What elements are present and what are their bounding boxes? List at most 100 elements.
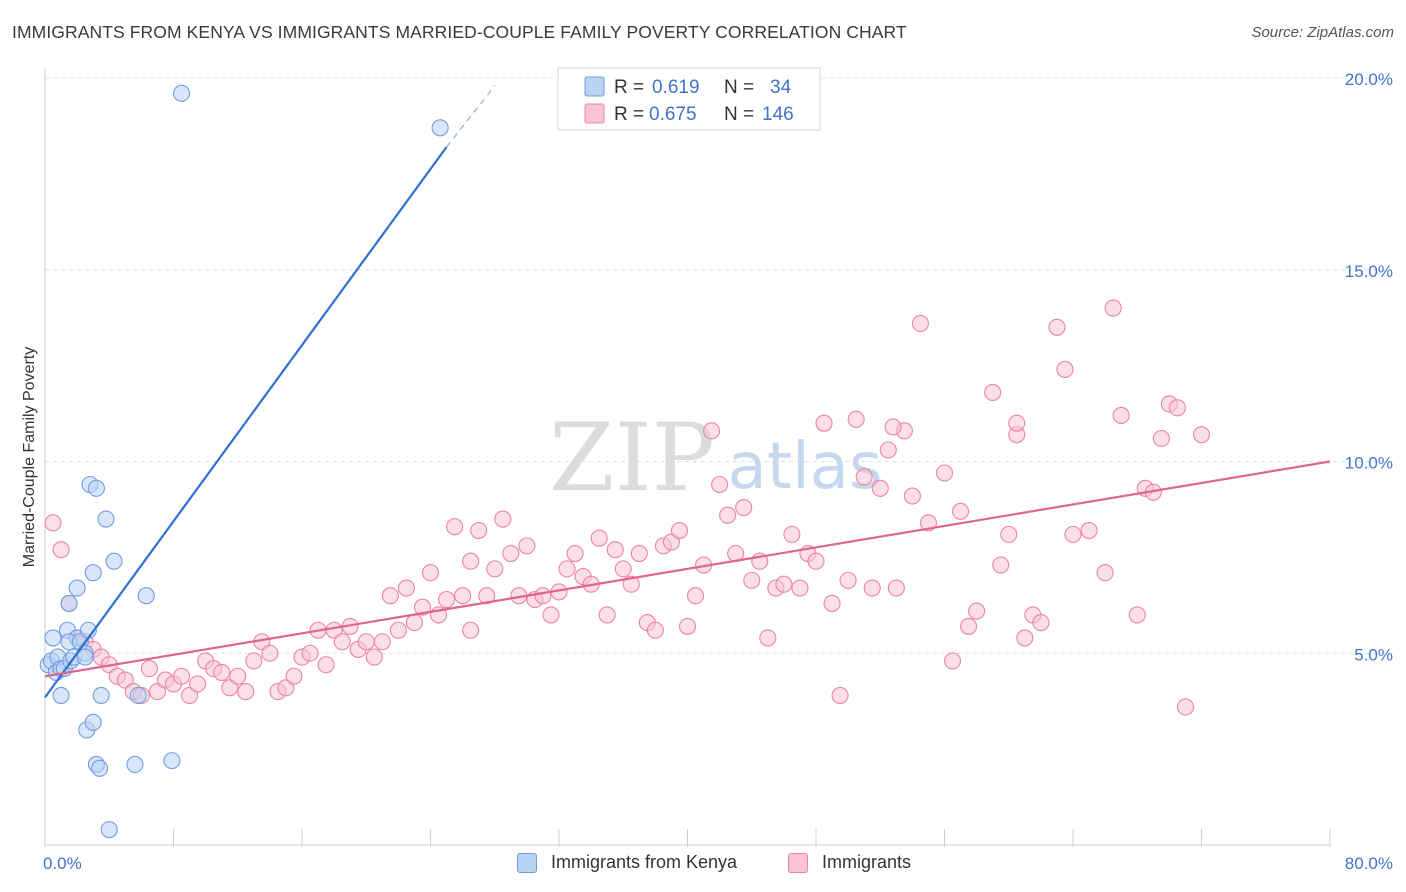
axes — [44, 68, 1331, 847]
point-immigrants — [478, 587, 496, 605]
watermark-atlas: atlas — [728, 430, 883, 504]
point-immigrants — [703, 422, 721, 440]
x-tick-label-min: 0.0% — [43, 854, 82, 873]
point-immigrants — [1128, 606, 1146, 624]
y-tick-label: 20.0% — [1345, 70, 1393, 89]
point-immigrants — [413, 598, 432, 616]
watermark-zip: ZIP — [549, 404, 715, 513]
point-immigrants — [598, 606, 616, 624]
legend-r-label-kenya: R = — [614, 77, 644, 98]
point-immigrants — [357, 633, 375, 651]
point-immigrants — [462, 621, 480, 639]
point-immigrants — [1048, 318, 1066, 336]
point-kenya — [100, 821, 118, 839]
point-immigrants — [887, 579, 905, 597]
point-immigrants — [863, 579, 881, 597]
point-immigrants — [1064, 525, 1082, 543]
trend-line-kenya-extension — [446, 85, 496, 148]
legend-label-immigrants: Immigrants — [822, 852, 912, 872]
point-immigrants — [614, 560, 632, 578]
point-immigrants — [743, 571, 761, 589]
point-immigrants — [438, 591, 456, 609]
point-immigrants — [783, 525, 801, 543]
y-tick-label: 15.0% — [1345, 262, 1393, 281]
legend-n-label-immigrants: N = — [724, 104, 754, 125]
series-immigrants-points — [44, 299, 1211, 716]
point-immigrants — [421, 564, 440, 582]
point-kenya — [97, 510, 115, 528]
point-kenya — [92, 686, 110, 704]
point-immigrants — [1176, 698, 1194, 716]
point-immigrants — [1112, 406, 1130, 425]
source-credit: Source: ZipAtlas.com — [1251, 24, 1394, 41]
point-immigrants — [847, 410, 865, 428]
point-kenya — [126, 755, 144, 774]
point-immigrants — [735, 498, 753, 517]
point-immigrants — [903, 487, 921, 505]
point-immigrants — [1008, 414, 1026, 432]
point-immigrants — [943, 652, 962, 670]
trend-line-immigrants — [44, 460, 1331, 678]
point-immigrants — [373, 633, 391, 651]
x-tick-label-max: 80.0% — [1345, 854, 1393, 873]
point-immigrants — [935, 464, 954, 482]
point-immigrants — [823, 594, 841, 612]
point-immigrants — [446, 518, 464, 536]
point-immigrants — [462, 552, 480, 570]
point-immigrants — [365, 648, 383, 666]
legend-n-value-kenya: 34 — [770, 77, 792, 98]
chart-title: IMMIGRANTS FROM KENYA VS IMMIGRANTS MARR… — [12, 22, 907, 42]
point-immigrants — [1168, 399, 1186, 417]
point-immigrants — [381, 587, 399, 605]
point-immigrants — [245, 652, 263, 670]
legend-item-kenya[interactable]: Immigrants from Kenya — [517, 852, 737, 873]
legend-swatch-immigrants-bottom — [788, 852, 808, 873]
watermark: ZIP atlas — [549, 404, 882, 513]
point-kenya — [84, 713, 102, 731]
point-immigrants — [454, 587, 472, 605]
point-immigrants — [229, 667, 247, 685]
point-immigrants — [1104, 299, 1122, 317]
point-immigrants — [871, 479, 889, 497]
point-immigrants — [1096, 564, 1114, 582]
point-immigrants — [1192, 426, 1211, 444]
point-immigrants — [759, 629, 777, 647]
trend-line-kenya — [44, 146, 448, 699]
legend-r-label-immigrants: R = — [614, 104, 644, 125]
point-immigrants — [984, 383, 1002, 402]
trend-lines — [44, 85, 1331, 699]
point-immigrants — [317, 656, 335, 674]
legend-r-value-kenya: 0.619 — [652, 77, 700, 98]
point-immigrants — [389, 621, 407, 639]
point-kenya — [172, 84, 191, 102]
point-immigrants — [1056, 360, 1074, 379]
point-immigrants — [261, 644, 279, 662]
point-immigrants — [542, 606, 560, 624]
point-immigrants — [807, 552, 825, 570]
point-immigrants — [1032, 614, 1050, 632]
point-immigrants — [470, 521, 488, 540]
y-tick-label: 10.0% — [1345, 454, 1393, 473]
series-legend: Immigrants from Kenya Immigrants — [0, 852, 1406, 878]
point-immigrants — [590, 529, 608, 547]
correlation-legend: R = 0.619 N = 34 R = 0.675 N = 146 — [557, 67, 821, 131]
point-immigrants — [486, 560, 504, 578]
legend-r-value-immigrants: 0.675 — [649, 104, 697, 125]
point-immigrants — [44, 514, 62, 532]
point-immigrants — [534, 587, 552, 605]
grid-lines — [45, 77, 1392, 654]
point-immigrants — [711, 475, 729, 494]
tick-labels: 5.0% 10.0% 15.0% 20.0% 0.0% 80.0% — [43, 70, 1393, 873]
legend-label-kenya: Immigrants from Kenya — [551, 852, 738, 872]
point-immigrants — [884, 418, 902, 436]
point-immigrants — [285, 667, 303, 685]
point-kenya — [105, 552, 123, 570]
point-immigrants — [502, 544, 520, 563]
point-immigrants — [1000, 525, 1018, 543]
legend-swatch-kenya-bottom — [517, 852, 537, 873]
point-kenya — [129, 686, 147, 704]
point-immigrants — [301, 644, 319, 662]
legend-item-immigrants[interactable]: Immigrants — [788, 852, 911, 873]
point-immigrants — [52, 541, 70, 559]
